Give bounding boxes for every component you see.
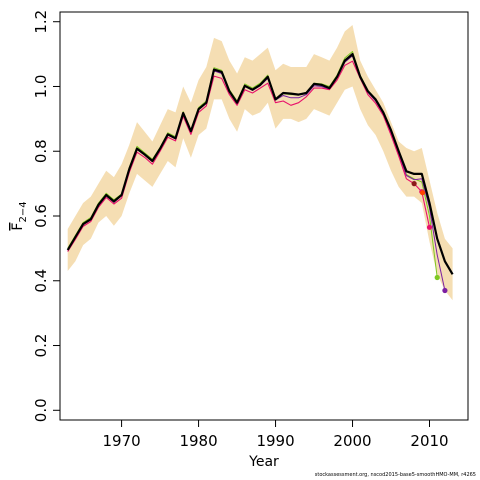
x-tick-label-3: 2000 [333,432,371,450]
svg-text:F2−4: F2−4 [10,201,29,230]
endpoint-marker-5 [442,287,448,294]
y-axis: 0.0 0.2 0.4 0.6 0.8 1.0 1.2 [32,10,60,422]
y-tick-label-4: 0.8 [32,139,50,163]
y-axis-title: F2−4 [10,201,29,230]
x-tick-label-1: 1980 [179,432,217,450]
x-tick-label-4: 2010 [410,432,448,450]
endpoint-marker-3 [426,224,433,230]
endpoint-marker-0 [411,181,417,187]
series-layer [66,51,454,291]
endpoint-marker-4 [434,274,440,281]
y-tick-label-3: 0.6 [32,204,50,228]
confidence-band [67,25,453,301]
x-axis-title: Year [248,454,279,470]
y-tick-label-0: 0.0 [32,398,50,422]
y-tick-label-1: 0.2 [32,334,50,358]
footer-credit: stockassessment.org, nscod2015-base5-smo… [314,472,476,478]
x-tick-label-2: 1990 [256,432,294,450]
y-tick-label-2: 0.4 [32,269,50,293]
y-axis-title-main: F [10,223,26,231]
y-tick-label-6: 1.2 [32,10,50,34]
endpoint-marker-2 [419,190,426,196]
x-axis: 1970 1980 1990 2000 2010 [102,420,449,450]
y-axis-title-subscript: 2−4 [18,201,29,222]
x-tick-label-0: 1970 [102,432,140,450]
y-tick-label-5: 1.0 [32,75,50,99]
endpoints-layer [411,181,448,294]
series-line-0 [66,52,454,275]
